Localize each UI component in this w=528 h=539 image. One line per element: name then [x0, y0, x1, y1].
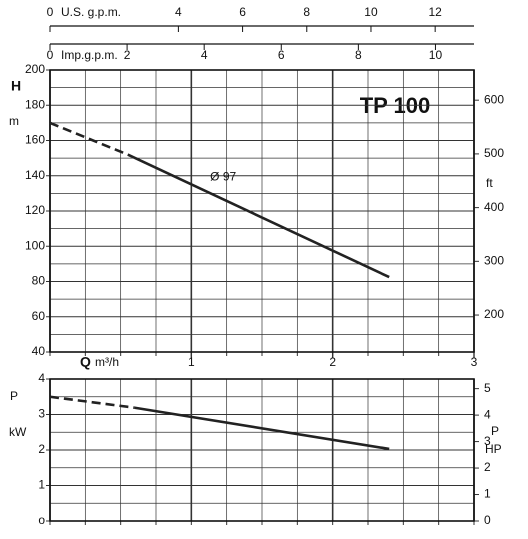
y-tick-label: 200: [25, 62, 45, 76]
top-tick-label: 4: [201, 48, 208, 62]
top-tick-label: 6: [239, 5, 246, 19]
y-axis-label: H: [11, 78, 21, 94]
y2-axis-label: ft: [486, 176, 493, 190]
x-tick-label: 1: [188, 355, 195, 369]
top-axis-label: Imp.g.p.m.: [61, 48, 118, 62]
x-axis-unit: m³/h: [95, 355, 119, 369]
y2-tick-label: 600: [484, 92, 504, 106]
top-axis-label: U.S. g.p.m.: [61, 5, 121, 19]
y-tick-label: 1: [38, 478, 45, 492]
y2-tick-label: 1: [484, 487, 491, 501]
top-tick-label: 8: [303, 5, 310, 19]
y-tick-label: 40: [32, 344, 46, 358]
plot-frame: [49, 378, 475, 522]
y-tick-label: 140: [25, 168, 45, 182]
y2-tick-label: 300: [484, 254, 504, 268]
top-tick-label: 4: [175, 5, 182, 19]
plot-frame: [49, 69, 475, 353]
y2-axis-label: P: [491, 424, 499, 438]
y-axis-unit: kW: [9, 425, 27, 439]
y-tick-label: 120: [25, 203, 45, 217]
curve: [134, 406, 390, 451]
top-tick-label: 6: [278, 48, 285, 62]
top-tick-label: 10: [429, 48, 443, 62]
y2-tick-label: 400: [484, 200, 504, 214]
y2-tick-label: 200: [484, 307, 504, 321]
curve-label: Ø 97: [210, 170, 236, 184]
y2-tick-label: 3: [484, 434, 491, 448]
y2-tick-label: 0: [484, 513, 491, 527]
y-tick-label: 3: [38, 407, 45, 421]
y-tick-label: 60: [32, 309, 46, 323]
y-tick-label: 4: [38, 371, 45, 385]
y-axis-unit: m: [9, 114, 19, 128]
top-tick-label: 0: [47, 5, 54, 19]
top-tick-label: 12: [428, 5, 442, 19]
y-tick-label: 80: [32, 274, 46, 288]
top-tick-label: 8: [355, 48, 362, 62]
y-tick-label: 180: [25, 97, 45, 111]
y2-tick-label: 4: [484, 407, 491, 421]
y-tick-label: 2: [38, 442, 45, 456]
top-tick-label: 2: [124, 48, 131, 62]
y2-tick-label: 500: [484, 146, 504, 160]
y-tick-label: 160: [25, 133, 45, 147]
y2-tick-label: 5: [484, 381, 491, 395]
y-tick-label: 100: [25, 238, 45, 252]
y-axis-label: P: [10, 389, 18, 403]
curve: [127, 153, 390, 279]
x-tick-label: 2: [329, 355, 336, 369]
top-tick-label: 10: [364, 5, 378, 19]
top-tick-label: 0: [47, 48, 54, 62]
curve: [49, 395, 135, 410]
y2-axis-unit: HP: [485, 442, 502, 456]
x-axis-label: Q: [80, 354, 91, 370]
y2-tick-label: 2: [484, 460, 491, 474]
x-tick-label: 3: [471, 355, 478, 369]
y-tick-label: o: [38, 513, 45, 527]
